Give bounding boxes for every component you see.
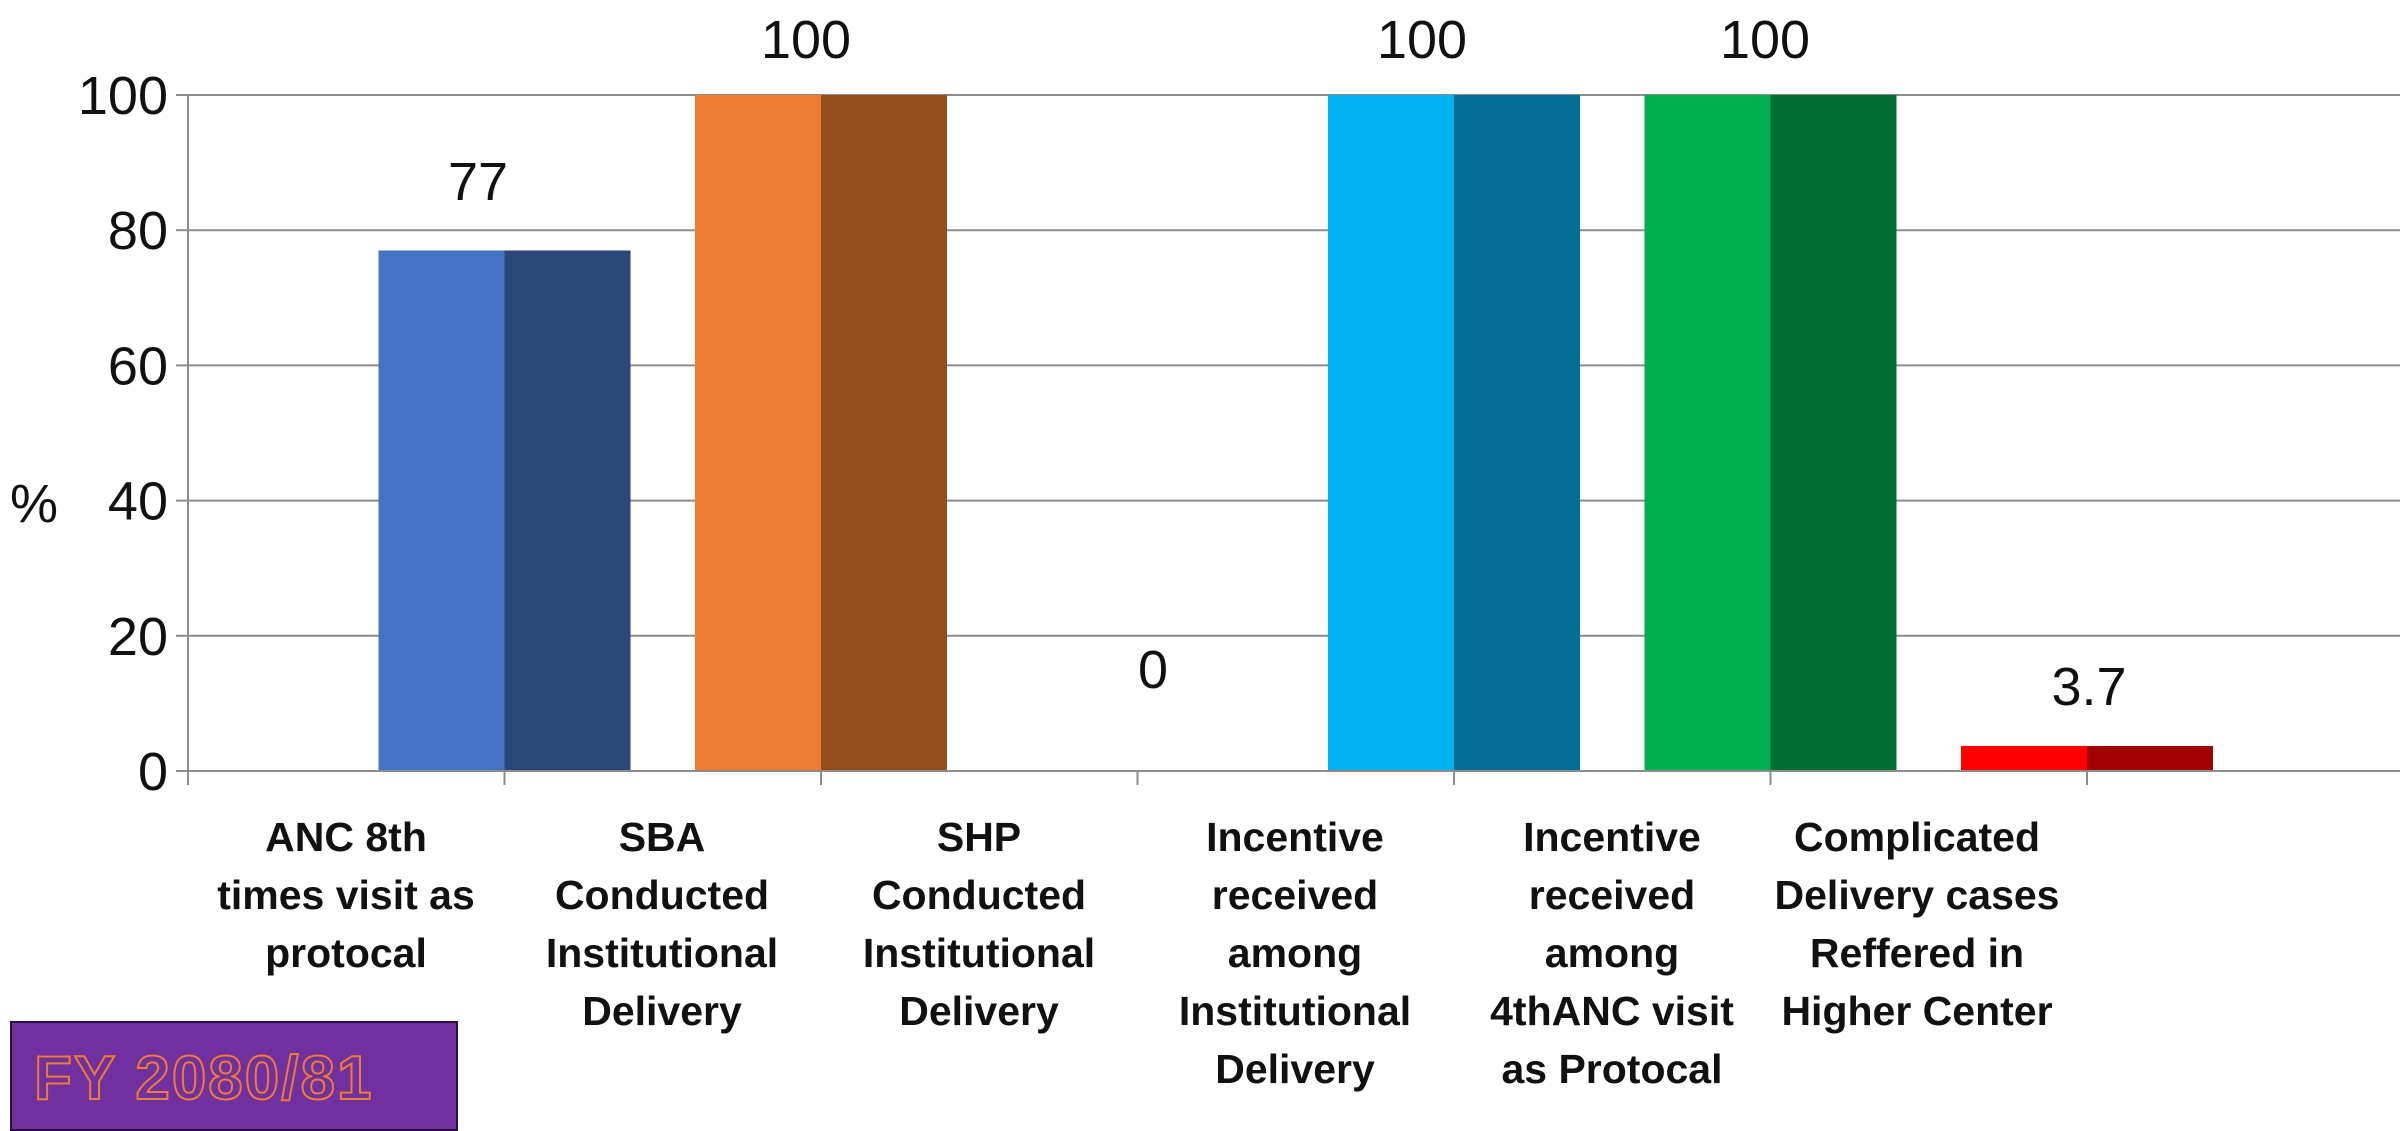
category-label-line: SHP (936, 814, 1022, 860)
category-label-line: Complicated (1793, 814, 2041, 860)
category-label-line: ANC 8th (265, 814, 427, 860)
bar-shade (821, 95, 947, 771)
y-tick-label: 0 (138, 742, 168, 802)
y-tick-label: 20 (108, 607, 168, 667)
category-label: SBA Conducted Institutional Delivery (512, 808, 812, 1040)
data-label: 100 (1720, 10, 1810, 70)
category-label-line: Reffered in (1809, 930, 2025, 976)
bar (1328, 95, 1454, 771)
category-label-line: Delivery (582, 988, 742, 1034)
bar (695, 95, 821, 771)
category-label-line: as Protocal (1501, 1046, 1723, 1092)
y-tick-label: 80 (108, 201, 168, 261)
y-tick-label: 100 (78, 66, 168, 126)
bars (378, 95, 2213, 772)
category-label: Complicated Delivery cases Reffered in High… (1767, 808, 2067, 1040)
category-label-line: SBA (618, 814, 706, 860)
bar-shade (1454, 95, 1580, 771)
category-label-line: Delivery cases (1774, 872, 2060, 918)
category-label-line: received (1211, 872, 1379, 918)
data-label: 77 (448, 152, 508, 212)
category-label-line: Institutional (1178, 988, 1412, 1034)
category-label-line: Conducted (871, 872, 1087, 918)
bar-chart: 0 20 40 60 80 100 77 100 0 100 100 3.7 % (10, 10, 2400, 802)
bar (1644, 95, 1771, 771)
category-label-line: Delivery (899, 988, 1059, 1034)
category-label-line: times visit as (217, 872, 475, 918)
x-axis (187, 95, 2400, 785)
data-label: 0 (1138, 640, 1168, 700)
category-label-line: received (1528, 872, 1696, 918)
category-label-line: Institutional (862, 930, 1096, 976)
data-labels: 77 100 0 100 100 3.7 (448, 10, 2127, 717)
category-label-line: 4thANC visit (1490, 988, 1734, 1034)
category-label-line: Incentive (1206, 814, 1384, 860)
category-label-line: Delivery (1215, 1046, 1375, 1092)
y-tick-label: 60 (108, 336, 168, 396)
category-label-line: protocal (265, 930, 427, 976)
bar-shade (1770, 95, 1897, 771)
fiscal-year-badge: FY 2080/81 (10, 1021, 458, 1131)
category-label: SHP Conducted Institutional Delivery (829, 808, 1129, 1040)
category-label-line: among (1544, 930, 1680, 976)
bar-shade (2087, 745, 2213, 771)
category-label: Incentive received among Institutional Deliv… (1145, 808, 1445, 1098)
category-label: ANC 8th times visit as protocal (196, 808, 496, 982)
category-label-line: Higher Center (1781, 988, 2053, 1034)
y-axis-label: % (10, 474, 58, 534)
category-label-line: Incentive (1523, 814, 1701, 860)
y-axis-ticks: 0 20 40 60 80 100 (78, 66, 168, 802)
data-label: 100 (761, 10, 851, 70)
category-label: Incentive received among 4thANC visit as Pro… (1462, 808, 1762, 1098)
category-label-line: Conducted (554, 872, 770, 918)
category-label-line: among (1227, 930, 1363, 976)
bar (1961, 745, 2087, 771)
y-tick-label: 40 (108, 472, 168, 532)
fiscal-year-text: FY 2080/81 (33, 1043, 374, 1114)
bar-shade (504, 250, 631, 772)
data-label: 3.7 (2051, 657, 2126, 717)
category-label-line: Institutional (545, 930, 779, 976)
data-label: 100 (1377, 10, 1467, 70)
bar (378, 250, 505, 772)
